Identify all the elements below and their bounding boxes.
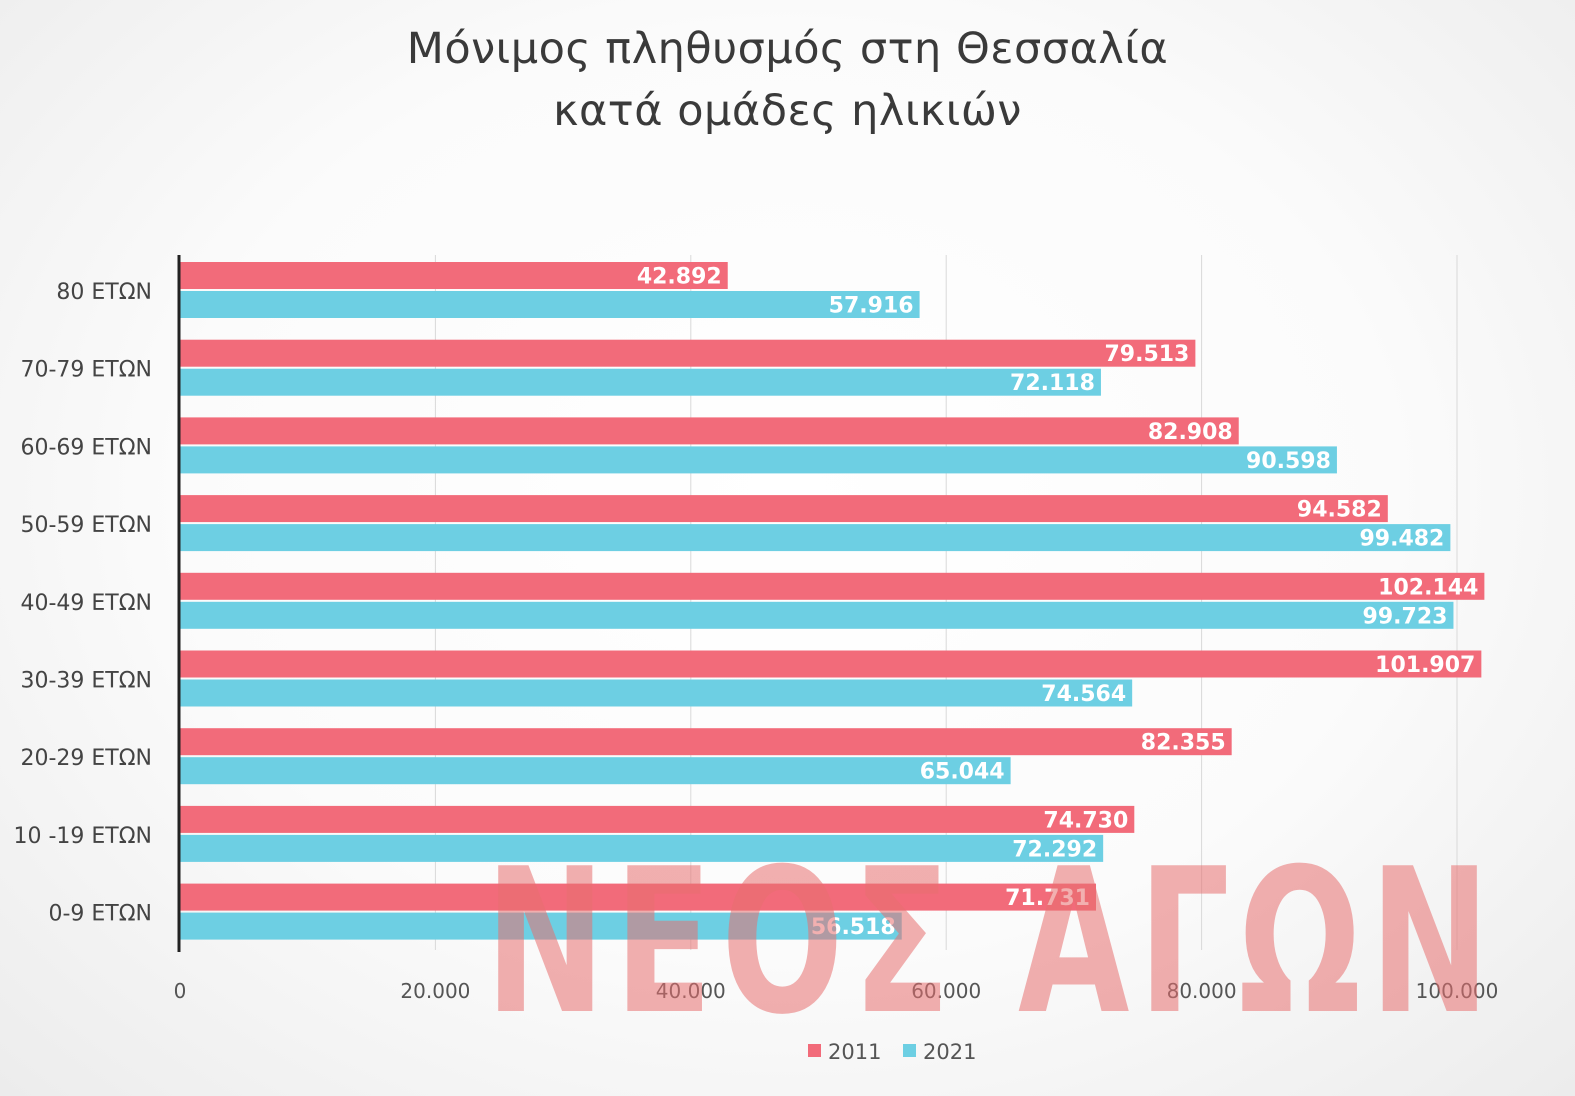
bar-2021: [180, 291, 920, 318]
category-label: 60-69 ΕΤΩΝ: [20, 435, 152, 460]
category-label: 40-49 ΕΤΩΝ: [20, 591, 152, 616]
bar-2021: [180, 524, 1451, 552]
bar-2021: [180, 679, 1133, 707]
data-label: 42.892: [637, 265, 722, 290]
data-label: 99.723: [1363, 604, 1448, 629]
data-label: 74.730: [1043, 808, 1128, 833]
data-label: 102.144: [1378, 575, 1478, 600]
chart-title: Μόνιμος πληθυσμός στη Θεσσαλία κατά ομάδ…: [0, 18, 1575, 142]
category-label: 30-39 ΕΤΩΝ: [20, 669, 152, 694]
data-label: 71.731: [1005, 886, 1090, 911]
x-tick-label: 40.000: [656, 979, 726, 1003]
data-label: 101.907: [1375, 653, 1475, 678]
bar-2011: [180, 728, 1232, 756]
bar-2011: [180, 495, 1388, 523]
bar-2021: [180, 834, 1104, 862]
category-label: 50-59 ΕΤΩΝ: [20, 513, 152, 538]
x-tick-label: 0: [174, 979, 187, 1003]
x-tick-label: 80.000: [1167, 979, 1237, 1003]
bar-2011: [180, 417, 1239, 445]
data-label: 74.564: [1041, 682, 1126, 707]
bar-2011: [180, 339, 1196, 367]
data-label: 79.513: [1104, 342, 1189, 367]
bar-2011: [180, 883, 1097, 911]
chart-title-line-1: Μόνιμος πληθυσμός στη Θεσσαλία: [406, 24, 1169, 74]
legend-swatch-2021: [903, 1044, 916, 1057]
data-label: 65.044: [920, 760, 1005, 785]
data-label: 99.482: [1359, 527, 1444, 552]
data-label: 90.598: [1246, 449, 1331, 474]
legend-label-2011: 2011: [828, 1040, 881, 1064]
data-label: 72.118: [1010, 371, 1095, 396]
x-tick-label: 60.000: [911, 979, 981, 1003]
data-label: 72.292: [1012, 837, 1097, 862]
category-label: 20-29 ΕΤΩΝ: [20, 746, 152, 771]
legend-swatch-2011: [808, 1044, 821, 1057]
category-label: 0-9 ΕΤΩΝ: [48, 902, 152, 927]
bar-2021: [180, 368, 1101, 396]
bar-2011: [180, 805, 1135, 833]
data-label: 82.355: [1141, 731, 1226, 756]
bar-2011: [180, 262, 728, 289]
bar-2021: [180, 601, 1454, 629]
bar-2011: [180, 650, 1482, 678]
category-label: 70-79 ΕΤΩΝ: [20, 358, 152, 383]
data-label: 56.518: [811, 915, 896, 940]
data-label: 82.908: [1148, 420, 1233, 445]
x-tick-label: 100.000: [1416, 979, 1499, 1003]
bar-2021: [180, 446, 1337, 474]
category-label: 80 ΕΤΩΝ: [56, 280, 152, 305]
bar-2021: [180, 757, 1011, 785]
data-label: 94.582: [1297, 498, 1382, 523]
chart-title-line-2: κατά ομάδες ηλικιών: [553, 86, 1022, 136]
bar-2021: [180, 912, 902, 940]
bar-2011: [180, 572, 1485, 600]
legend-label-2021: 2021: [923, 1040, 976, 1064]
category-label: 10 -19 ΕΤΩΝ: [13, 824, 152, 849]
data-label: 57.916: [829, 294, 914, 319]
x-tick-label: 20.000: [400, 979, 470, 1003]
